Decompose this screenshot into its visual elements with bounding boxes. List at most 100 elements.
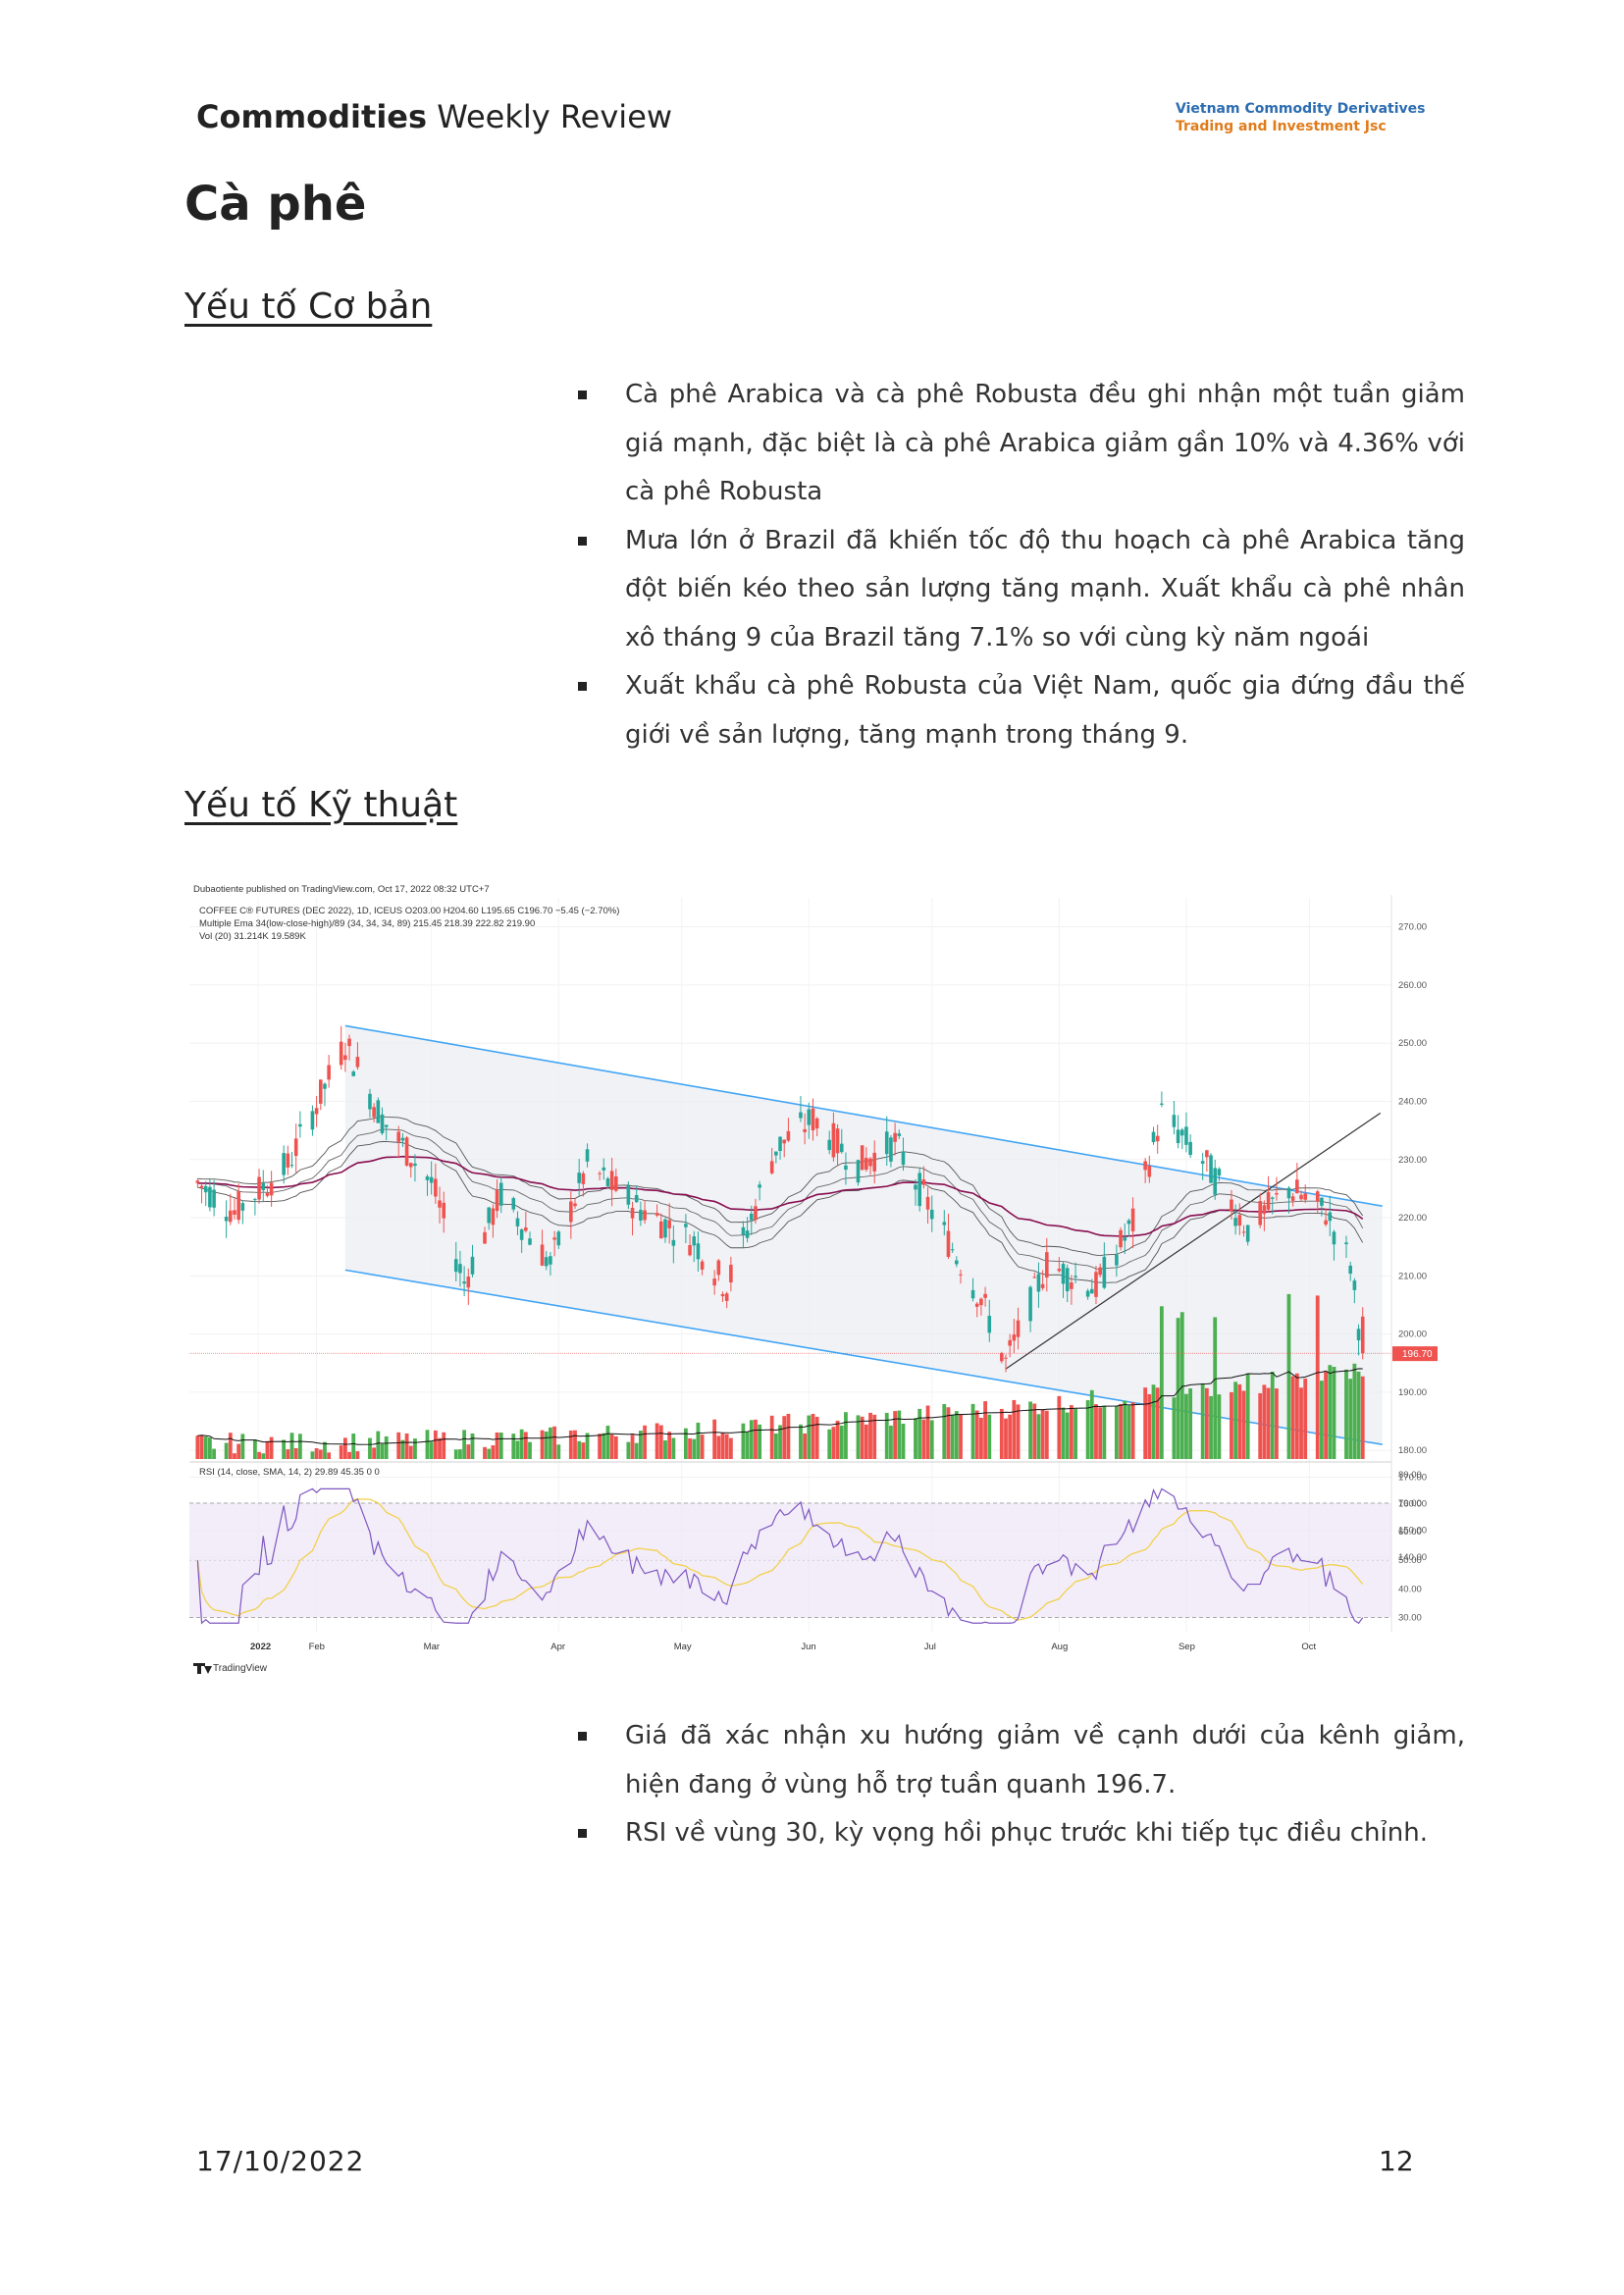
- volume-bar: [404, 1433, 409, 1459]
- volume-bar: [549, 1427, 552, 1459]
- volume-bar: [914, 1418, 917, 1459]
- candle-body: [979, 1298, 983, 1306]
- volume-bar: [1324, 1371, 1329, 1459]
- volume-bar: [1184, 1393, 1188, 1459]
- volume-bar: [626, 1441, 631, 1459]
- candle-body: [236, 1191, 240, 1221]
- candle-body: [195, 1180, 200, 1183]
- volume-bar: [1328, 1365, 1333, 1459]
- volume-bar: [609, 1434, 614, 1459]
- candle-body: [1147, 1166, 1152, 1177]
- volume-bar: [1085, 1400, 1090, 1459]
- rsi-axis-label: 60.00: [1398, 1527, 1422, 1538]
- volume-bar: [470, 1433, 475, 1459]
- volume-bar: [212, 1448, 216, 1459]
- candle-body: [1230, 1199, 1233, 1212]
- x-axis-label: Oct: [1301, 1642, 1316, 1652]
- candle-body: [921, 1179, 926, 1185]
- candle-body: [376, 1100, 381, 1123]
- price-axis-label: 190.00: [1398, 1387, 1427, 1398]
- chart-rsi-line: RSI (14, close, SMA, 14, 2) 29.89 45.35 …: [199, 1467, 380, 1478]
- candle-body: [498, 1182, 503, 1206]
- candle-body: [203, 1185, 208, 1193]
- candle-body: [585, 1149, 590, 1162]
- candle-body: [515, 1218, 520, 1226]
- candle-body: [1119, 1229, 1123, 1248]
- volume-bar: [327, 1452, 332, 1459]
- candle-body: [643, 1210, 647, 1221]
- volume-bar: [1126, 1405, 1131, 1459]
- candle-body: [786, 1130, 791, 1141]
- volume-bar: [889, 1425, 893, 1459]
- volume-bar: [1320, 1381, 1324, 1459]
- price-axis-label: 170.00: [1398, 1472, 1427, 1483]
- technical-bullet: Giá đã xác nhận xu hướng giảm về cạnh dư…: [574, 1712, 1465, 1809]
- candle-body: [1040, 1283, 1045, 1288]
- volume-bar: [438, 1437, 442, 1459]
- volume-bar: [1245, 1374, 1250, 1459]
- candle-body: [208, 1186, 212, 1208]
- volume-bar: [754, 1419, 758, 1459]
- candle-body: [1179, 1129, 1184, 1136]
- candle-body: [1332, 1231, 1336, 1245]
- candle-body: [556, 1231, 561, 1246]
- candle-body: [758, 1184, 761, 1188]
- volume-bar: [396, 1432, 401, 1459]
- candle-body: [425, 1176, 430, 1180]
- volume-bar: [252, 1439, 257, 1459]
- candle-body: [1028, 1286, 1032, 1322]
- fundamentals-heading: Yếu tố Cơ bản: [184, 287, 433, 327]
- candle-body: [351, 1071, 356, 1076]
- volume-bar: [983, 1401, 987, 1459]
- candle-body: [453, 1259, 458, 1273]
- candle-body: [293, 1138, 298, 1157]
- volume-bar: [782, 1416, 787, 1459]
- candle-body: [327, 1065, 331, 1080]
- candle-body: [692, 1236, 697, 1246]
- candle-body: [318, 1079, 323, 1104]
- candle-body: [1098, 1267, 1102, 1276]
- volume-bar: [491, 1445, 496, 1459]
- volume-bar: [979, 1417, 983, 1459]
- price-chart: 270.00 260.00 250.00 240.00 230.00 220.00 210.…: [189, 878, 1455, 1685]
- candle-body: [261, 1182, 266, 1191]
- volume-bar: [728, 1437, 733, 1459]
- candle-body: [347, 1038, 351, 1047]
- candle-body: [233, 1210, 236, 1215]
- candle-body: [355, 1057, 360, 1068]
- volume-bar: [897, 1410, 902, 1459]
- volume-bar: [1057, 1395, 1062, 1459]
- volume-bar: [1119, 1403, 1123, 1459]
- channel-fill: [344, 1025, 1383, 1445]
- volume-bar: [827, 1429, 832, 1459]
- candle-body: [1328, 1212, 1333, 1222]
- candle-body: [663, 1219, 667, 1238]
- candle-body: [1295, 1179, 1299, 1194]
- volume-bar: [208, 1437, 212, 1459]
- candle-body: [1000, 1352, 1004, 1362]
- candle-body: [889, 1137, 893, 1162]
- candle-body: [769, 1161, 774, 1174]
- volume-bar: [807, 1415, 812, 1459]
- volume-bar: [901, 1424, 906, 1459]
- price-axis-label: 180.00: [1398, 1445, 1427, 1456]
- candle-body: [1102, 1256, 1107, 1288]
- candle-body: [1045, 1252, 1049, 1278]
- candle-body: [1126, 1220, 1131, 1225]
- candle-body: [741, 1226, 746, 1235]
- candle-body: [745, 1230, 750, 1238]
- volume-bar: [1147, 1393, 1152, 1459]
- candle-body: [372, 1107, 376, 1118]
- volume-bar: [999, 1408, 1004, 1459]
- candle-body: [959, 1274, 963, 1276]
- candle-body: [368, 1093, 372, 1110]
- volume-bar: [1360, 1376, 1365, 1459]
- volume-bar: [384, 1435, 389, 1459]
- volume-bar: [696, 1422, 701, 1459]
- volume-bar: [1143, 1387, 1148, 1459]
- candle-body: [199, 1185, 204, 1188]
- volume-bar: [856, 1415, 861, 1459]
- volume-bar: [347, 1451, 351, 1459]
- price-axis-label: 160.00: [1398, 1499, 1427, 1510]
- x-axis-label: Feb: [309, 1642, 325, 1652]
